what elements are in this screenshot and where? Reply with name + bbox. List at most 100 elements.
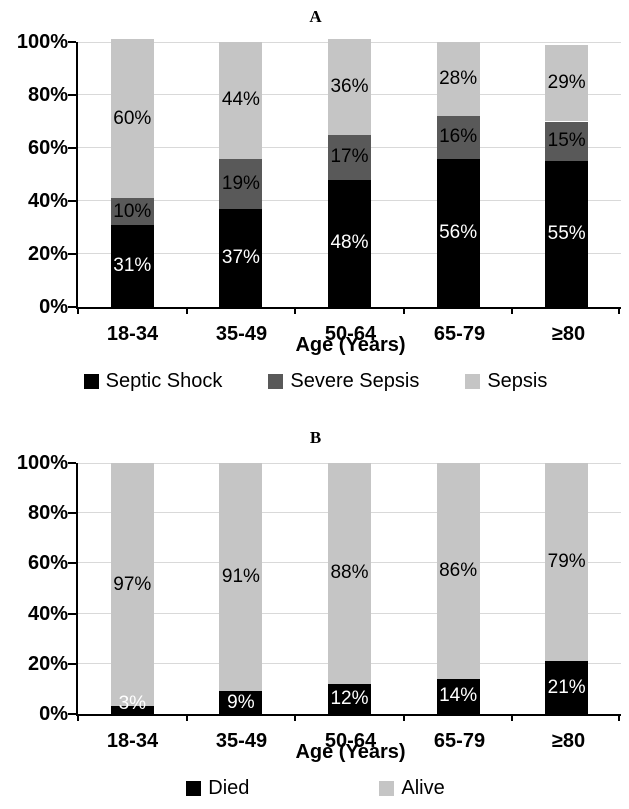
legend-swatch: [268, 373, 284, 389]
x-tick: [77, 307, 79, 314]
legend-label: Severe Sepsis: [290, 370, 420, 392]
bar-segment-label: 31%: [113, 254, 152, 276]
bar-segment: [436, 116, 480, 159]
bar-segment-label: 60%: [113, 107, 152, 129]
x-category-label: 35-49: [215, 730, 268, 752]
panel-a-title: A: [309, 7, 322, 26]
x-tick: [511, 307, 514, 314]
legend-swatch: [465, 373, 481, 389]
y-axis: 0% 20% 40% 60% 80% 100%: [2, 31, 76, 318]
bar-segment: [110, 39, 154, 199]
bar-segment-label: 88%: [330, 562, 369, 584]
legend: Septic Shock Severe Sepsis Sepsis: [2, 369, 629, 393]
bar-segment: [545, 661, 589, 714]
y-tick-label: 100%: [16, 31, 68, 53]
bar-segment-label: 9%: [227, 691, 255, 713]
y-tick-label: 60%: [27, 552, 68, 575]
x-tick: [294, 307, 297, 314]
bar-segment: [545, 44, 589, 122]
legend-item: Died: [186, 776, 249, 800]
bar-segment-label: 3%: [118, 693, 147, 714]
bar-segment-label: 86%: [439, 559, 478, 581]
y-tick-label: 20%: [27, 243, 68, 265]
y-tick: [68, 713, 76, 715]
bar-segment-label: 48%: [330, 232, 369, 254]
bar-segment: [328, 179, 371, 307]
y-tick: [68, 306, 76, 308]
bar-segment: [328, 134, 371, 180]
y-tick: [68, 512, 76, 515]
bar-segment-label: 55%: [547, 223, 586, 245]
x-tick: [185, 307, 188, 314]
x-category-label: 65-79: [433, 323, 486, 345]
x-tick: [402, 307, 405, 314]
chart-b: 0% 20% 40% 60% 80% 100% 3% 97% 9% 91% 12% 88% 14% 86…: [2, 452, 629, 725]
y-tick: [68, 662, 76, 665]
chart-a: 0% 20% 40% 60% 80% 100% 31% 10% 60% 37% 19% 44% 48%…: [2, 31, 629, 318]
bar-segment-label: 28%: [439, 68, 478, 90]
bar-segment: [436, 158, 480, 307]
legend-label: Septic Shock: [105, 370, 223, 392]
y-tick: [68, 41, 76, 43]
bar-segment: [545, 463, 589, 662]
x-axis-title: Age (Years): [295, 334, 406, 356]
y-tick-label: 0%: [39, 703, 68, 725]
bar-segment: [436, 42, 480, 117]
bar-segment-label: 37%: [221, 246, 260, 268]
bar-segment-label: 79%: [547, 551, 586, 573]
x-category-label: 65-79: [433, 730, 486, 752]
bar-segment: [110, 224, 154, 307]
chart-panel-a: A 0% 20% 40% 60% 80% 100% 31% 10% 60% 37% 19% 44% 4…: [2, 6, 629, 393]
bar-segment: [219, 208, 263, 307]
legend-item: Sepsis: [465, 369, 547, 393]
x-tick: [185, 714, 188, 721]
x-category-label: ≥80: [551, 730, 586, 752]
bar-segment-label: 56%: [439, 221, 478, 243]
bar-segment: [328, 683, 371, 714]
bar-segment: [545, 161, 589, 307]
bar-segment: [219, 158, 263, 209]
y-tick: [68, 253, 76, 255]
x-category-label: 18-34: [106, 323, 159, 345]
y-tick: [68, 147, 76, 149]
y-tick-label: 80%: [27, 502, 68, 525]
legend-item: Severe Sepsis: [268, 369, 419, 393]
y-tick-label: 80%: [27, 84, 68, 106]
plot-area: 31% 10% 60% 37% 19% 44% 48% 17% 36% 56% 16% 28% 55% 1…: [68, 39, 621, 314]
bar-segment-label: 44%: [221, 89, 260, 111]
legend-item: Alive: [379, 776, 445, 800]
x-category-label: 50-64: [324, 323, 377, 345]
legend-label: Died: [208, 777, 250, 799]
y-tick: [68, 562, 76, 565]
y-tick-label: 40%: [27, 190, 68, 212]
bar-segment: [328, 463, 371, 684]
x-tick: [294, 714, 297, 721]
bar-segment-label: 29%: [547, 72, 586, 94]
x-category-label: 35-49: [215, 323, 268, 345]
x-tick: [618, 307, 620, 314]
bar-segment-label: 16%: [439, 126, 478, 148]
x-category-label: 50-64: [324, 730, 377, 752]
y-tick: [68, 612, 76, 615]
legend: Died Alive: [2, 776, 629, 800]
x-tick: [77, 714, 79, 721]
x-axis-labels: 18-34 35-49 50-64 65-79 ≥80: [78, 729, 623, 753]
bar-segment: [110, 706, 154, 714]
legend-swatch: [186, 780, 202, 796]
x-category-label: ≥80: [551, 323, 586, 345]
legend-swatch: [83, 373, 99, 389]
y-tick-label: 60%: [27, 137, 68, 159]
bar-segment: [219, 42, 263, 159]
bar-segment-label: 21%: [547, 676, 586, 698]
bar-segment-label: 97%: [113, 573, 152, 595]
chart-panel-b: B 0% 20% 40% 60% 80% 100% 3% 97% 9% 91% 12% 88% 14%…: [2, 427, 629, 800]
y-tick-label: 40%: [27, 602, 68, 625]
y-axis: 0% 20% 40% 60% 80% 100%: [2, 452, 76, 725]
x-axis-labels: 18-34 35-49 50-64 65-79 ≥80: [78, 322, 623, 346]
y-tick: [68, 462, 76, 464]
bar-segment: [328, 39, 371, 135]
bar-segment: [436, 463, 480, 679]
legend-swatch: [379, 780, 395, 796]
y-tick-label: 20%: [27, 652, 68, 675]
